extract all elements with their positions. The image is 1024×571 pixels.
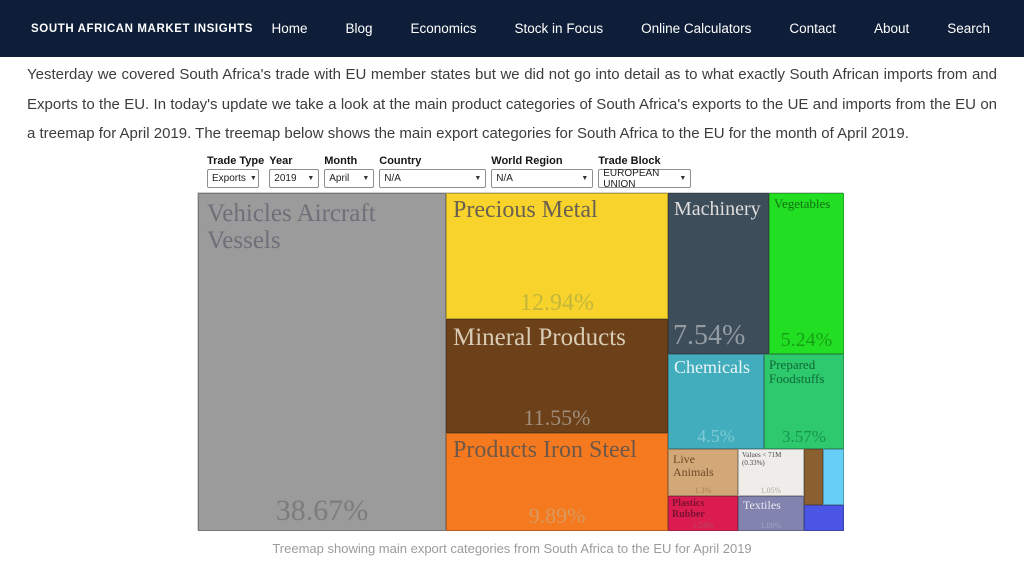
treemap-tile-small-blue[interactable] — [804, 505, 844, 531]
nav-item-home[interactable]: Home — [271, 21, 308, 36]
country-select[interactable]: N/A ▼ — [379, 169, 487, 188]
trade-block-select[interactable]: EUROPEAN UNION ▼ — [598, 167, 692, 190]
month-select[interactable]: April ▼ — [324, 169, 375, 188]
tile-percent: 7.54% — [673, 320, 746, 351]
top-navigation-bar: SOUTH AFRICAN MARKET INSIGHTS Home Blog … — [0, 0, 1024, 57]
tile-percent: 1.3% — [694, 486, 712, 495]
nav-item-stock-in-focus[interactable]: Stock in Focus — [514, 21, 604, 36]
tile-percent: 4.5% — [697, 426, 735, 446]
tile-percent: 11.55% — [523, 405, 591, 430]
tile-percent: 3.57% — [782, 427, 826, 446]
tile-percent: 12.94% — [520, 290, 594, 316]
selected-value: N/A — [384, 173, 401, 184]
tile-percent: 1.05% — [760, 486, 782, 495]
trade-type-select[interactable]: Exports ▼ — [207, 169, 259, 188]
selected-value: 2019 — [274, 173, 297, 184]
nav-item-contact[interactable]: Contact — [789, 21, 836, 36]
dropdown-arrow-icon: ▼ — [474, 175, 482, 182]
treemap-tile-textiles[interactable]: Textiles 1.09% — [738, 496, 804, 531]
treemap-tile-plastics-rubber[interactable]: Plastics Rubber 1.24% — [668, 496, 738, 531]
treemap-tile-machinery[interactable]: Machinery 7.54% — [668, 193, 769, 354]
filter-label: Year — [269, 155, 293, 167]
treemap-tile-chemicals[interactable]: Chemicals 4.5% — [668, 354, 764, 449]
dropdown-arrow-icon: ▼ — [679, 175, 687, 182]
tile-percent: 1.09% — [760, 521, 782, 530]
selected-value: N/A — [496, 173, 513, 184]
chart-filter-bar: Trade Type Exports ▼ Year 2019 ▼ Month A… — [207, 155, 696, 190]
year-select[interactable]: 2019 ▼ — [269, 169, 320, 188]
nav-item-economics[interactable]: Economics — [410, 21, 477, 36]
dropdown-arrow-icon: ▼ — [249, 175, 257, 182]
tile-label: Vehicles Aircraft Vessels — [207, 200, 376, 254]
treemap-tile-values-under-71m[interactable]: Values < 71M (0.33%) 1.05% — [738, 449, 804, 496]
treemap-tile-products-iron-steel[interactable]: Products Iron Steel 9.89% — [446, 433, 668, 531]
chart-caption: Treemap showing main export categories f… — [272, 541, 752, 556]
selected-value: April — [329, 173, 350, 184]
selected-value: EUROPEAN UNION — [603, 167, 660, 190]
dropdown-arrow-icon: ▼ — [362, 175, 370, 182]
tile-label: Prepared Foodstuffs — [769, 357, 825, 387]
treemap-tile-small-brown[interactable] — [804, 449, 823, 505]
tile-label: Precious Metal — [453, 197, 598, 223]
filter-label: Trade Block — [598, 155, 661, 167]
treemap-tile-small-lightblue[interactable] — [823, 449, 844, 505]
brand-logo[interactable]: SOUTH AFRICAN MARKET INSIGHTS — [31, 22, 254, 35]
filter-trade-type: Trade Type Exports ▼ — [207, 155, 264, 188]
selected-value: Exports — [212, 173, 246, 184]
treemap-tile-vegetables[interactable]: Vegetables 5.24% — [769, 193, 844, 354]
filter-trade-block: Trade Block EUROPEAN UNION ▼ — [598, 155, 692, 190]
filter-month: Month April ▼ — [324, 155, 375, 188]
world-region-select[interactable]: N/A ▼ — [491, 169, 594, 188]
tile-label: Live Animals — [673, 452, 714, 479]
treemap-tile-mineral-products[interactable]: Mineral Products 11.55% — [446, 319, 668, 433]
tile-label: Vegetables — [774, 196, 831, 211]
tile-label: Machinery — [674, 198, 761, 220]
main-nav: Home Blog Economics Stock in Focus Onlin… — [271, 21, 990, 36]
dropdown-arrow-icon: ▼ — [307, 175, 315, 182]
tile-label: Values < 71M (0.33%) — [742, 451, 782, 467]
filter-label: Month — [324, 155, 358, 167]
tile-percent: 5.24% — [780, 329, 833, 351]
nav-item-about[interactable]: About — [873, 21, 910, 36]
treemap-tile-vehicles-aircraft-vessels[interactable]: Vehicles Aircraft Vessels 38.67% — [198, 193, 446, 531]
tile-label: Textiles — [743, 498, 781, 512]
filter-label: Country — [379, 155, 422, 167]
filter-year: Year 2019 ▼ — [269, 155, 320, 188]
tile-label: Products Iron Steel — [453, 437, 637, 463]
tile-label: Mineral Products — [453, 324, 626, 351]
tile-label: Chemicals — [674, 357, 750, 377]
treemap-tile-precious-metal[interactable]: Precious Metal 12.94% — [446, 193, 668, 319]
tile-percent: 38.67% — [275, 494, 369, 527]
nav-item-search[interactable]: Search — [947, 21, 990, 36]
filter-world-region: World Region N/A ▼ — [491, 155, 594, 188]
treemap-tile-prepared-foodstuffs[interactable]: Prepared Foodstuffs 3.57% — [764, 354, 844, 449]
nav-item-online-calculators[interactable]: Online Calculators — [641, 21, 752, 36]
treemap-tile-live-animals[interactable]: Live Animals 1.3% — [668, 449, 738, 496]
tile-percent: 9.89% — [528, 503, 586, 528]
intro-paragraph: Yesterday we covered South Africa's trad… — [27, 66, 997, 142]
filter-country: Country N/A ▼ — [379, 155, 487, 188]
tile-label: Plastics Rubber — [672, 498, 705, 520]
nav-item-blog[interactable]: Blog — [345, 21, 373, 36]
filter-label: World Region — [491, 155, 563, 167]
tile-percent: 1.24% — [692, 521, 714, 530]
dropdown-arrow-icon: ▼ — [581, 175, 589, 182]
filter-label: Trade Type — [207, 155, 265, 167]
export-treemap-chart: Vehicles Aircraft Vessels 38.67% Preciou… — [197, 192, 844, 531]
